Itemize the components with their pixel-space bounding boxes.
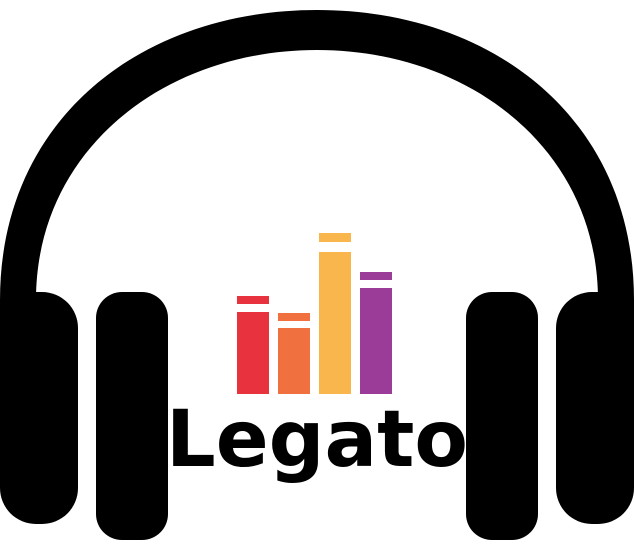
left-ear-cushion xyxy=(96,292,168,540)
book-purple-cap xyxy=(360,272,392,280)
book-purple xyxy=(360,288,392,394)
headband xyxy=(0,10,634,420)
left-ear-outer xyxy=(0,292,78,524)
book-yellow-cap xyxy=(319,233,351,242)
brand-name: Legato xyxy=(166,395,468,485)
right-ear-outer xyxy=(556,292,634,524)
book-yellow xyxy=(319,252,351,394)
right-ear-cushion xyxy=(466,292,538,540)
book-orange-cap xyxy=(278,313,310,321)
headphones-icon xyxy=(0,10,634,540)
books-equalizer-icon xyxy=(237,233,392,394)
book-red-cap xyxy=(237,296,269,304)
book-orange xyxy=(278,328,310,394)
book-red xyxy=(237,312,269,394)
